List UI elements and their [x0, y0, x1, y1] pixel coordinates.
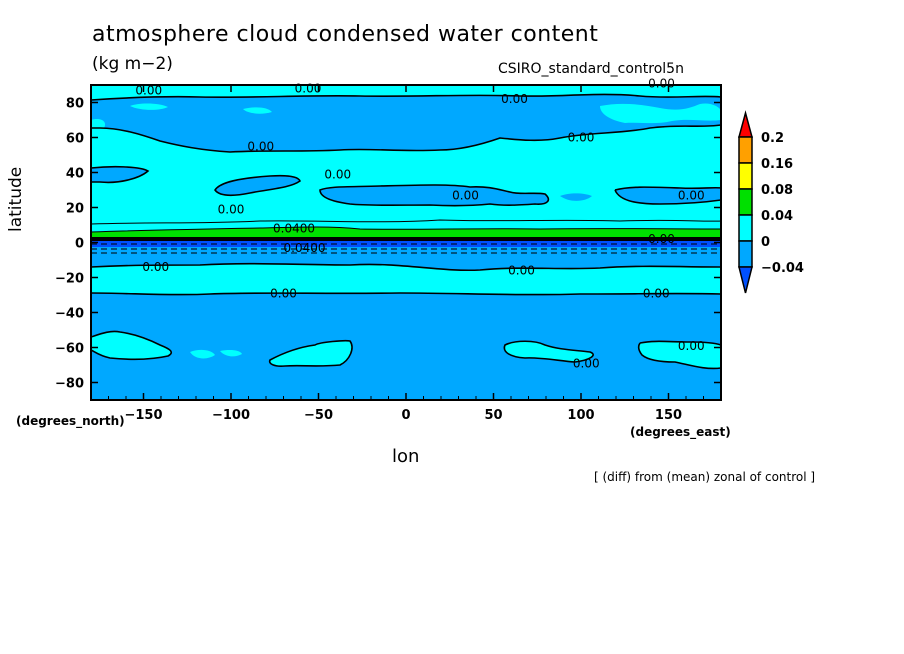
legend-swatch-below-min [738, 266, 753, 294]
legend-swatch [738, 136, 753, 164]
x-axis-units: (degrees_east) [630, 425, 731, 439]
band-green-positive [91, 227, 721, 238]
x-axis-label: lon [392, 446, 420, 467]
contour-line [503, 340, 594, 363]
contour-line [319, 184, 550, 207]
y-tick-label: −60 [55, 342, 84, 357]
contour-line [91, 93, 721, 101]
x-tick-label: 150 [655, 408, 682, 423]
x-tick-label: −100 [212, 408, 250, 423]
contour-label: 0.0400 [273, 222, 315, 236]
contour-line [91, 219, 721, 225]
region-positive-island [600, 103, 721, 124]
region-positive-island [220, 350, 242, 357]
band-black-contours [91, 237, 721, 241]
contour-label: 0.0400 [284, 241, 326, 255]
region-negative-south [91, 293, 721, 400]
region-positive-island [91, 331, 172, 360]
legend-swatch-above-max [738, 110, 753, 138]
contour-label: 0.00 [678, 188, 705, 202]
region-negative-midlat [320, 185, 549, 206]
y-axis-units: (degrees_north) [16, 414, 125, 428]
source-label: CSIRO_standard_control5n [498, 61, 684, 77]
x-tick-label: −150 [124, 408, 162, 423]
legend-swatch [738, 214, 753, 242]
contour-line [637, 340, 721, 370]
y-tick-label: −80 [55, 377, 84, 392]
contour-line [91, 262, 721, 272]
contour-label: 0.00 [247, 139, 274, 153]
contour-label: 0.00 [324, 167, 351, 181]
legend-level-label: 0.04 [761, 209, 793, 224]
contour-label: 0.00 [508, 264, 535, 278]
y-tick-label: −20 [55, 272, 84, 287]
region-negative-midlat [560, 193, 592, 201]
contour-line [91, 124, 721, 153]
region-positive-island [638, 341, 721, 369]
region-positive-island [190, 349, 215, 359]
contour-label: 0.00 [568, 131, 595, 145]
region-positive-island [130, 103, 168, 110]
y-tick-label: 0 [75, 237, 84, 252]
x-tick-label: 100 [567, 408, 594, 423]
contour-line [268, 339, 353, 367]
legend-swatch [738, 240, 753, 268]
legend-level-label: 0 [761, 235, 770, 250]
legend-swatch [738, 188, 753, 216]
legend-level-label: −0.04 [761, 261, 804, 276]
region-positive-island [243, 107, 272, 114]
contour-line [214, 174, 301, 197]
contour-label: 0.00 [648, 232, 675, 246]
y-tick-label: 80 [66, 97, 84, 112]
region-positive-island [269, 340, 352, 367]
contour-label: 0.00 [501, 92, 528, 106]
contour-label: 0.00 [678, 339, 705, 353]
region-positive-island [91, 118, 106, 128]
x-tick-label: −50 [304, 408, 333, 423]
footnote: [ (diff) from (mean) zonal of control ] [594, 470, 816, 484]
contour-label: 0.00 [452, 188, 479, 202]
x-tick-label: 50 [484, 408, 502, 423]
y-tick-label: 20 [66, 202, 84, 217]
legend-swatch [738, 162, 753, 190]
contour-label: 0.00 [643, 286, 670, 300]
x-tick-label: 0 [401, 408, 410, 423]
legend-level-label: 0.16 [761, 157, 793, 172]
region-positive-island [504, 341, 594, 362]
chart-title: atmosphere cloud condensed water content [92, 22, 599, 47]
contour-line [91, 165, 150, 184]
contour-label: 0.00 [135, 83, 162, 97]
legend-level-label: 0.08 [761, 183, 793, 198]
region-negative-midlat [615, 187, 721, 204]
region-negative-midlat [91, 166, 148, 183]
contour-line [614, 186, 721, 205]
y-tick-label: 40 [66, 167, 84, 182]
contour-label: 0.00 [648, 76, 675, 90]
contour-label: 0.00 [573, 356, 600, 370]
y-tick-label: −40 [55, 307, 84, 322]
contour-label: 0.00 [142, 260, 169, 274]
chart-units: (kg m−2) [92, 54, 173, 74]
contour-label: 0.00 [295, 82, 322, 96]
contour-line [91, 226, 721, 233]
contour-line [91, 292, 721, 296]
y-tick-label: 60 [66, 132, 84, 147]
contour-label: 0.00 [218, 202, 245, 216]
contour-line [91, 330, 172, 361]
contour-label: 0.00 [270, 286, 297, 300]
legend-level-label: 0.2 [761, 131, 784, 146]
